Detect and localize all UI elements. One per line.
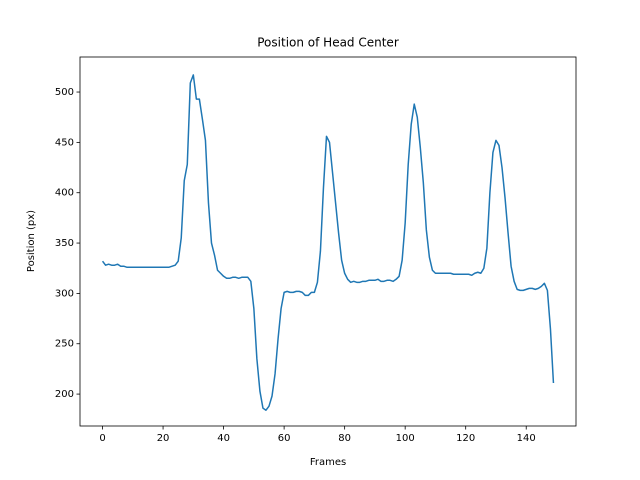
y-tick-label: 350 [55, 238, 74, 249]
x-tick-label: 80 [338, 433, 351, 444]
x-tick-label: 140 [517, 433, 536, 444]
y-tick-label: 300 [55, 288, 74, 299]
x-tick-label: 100 [396, 433, 415, 444]
y-tick-label: 500 [55, 87, 74, 98]
x-tick-label: 120 [456, 433, 475, 444]
y-axis-label: Position (px) [26, 210, 37, 272]
chart-title: Position of Head Center [257, 36, 399, 50]
x-tick-label: 20 [157, 433, 170, 444]
y-tick-label: 400 [55, 188, 74, 199]
data-line [101, 74, 555, 411]
plot-frame [79, 56, 577, 427]
x-axis-label: Frames [310, 457, 346, 468]
x-tick-label: 40 [217, 433, 230, 444]
y-tick-label: 200 [55, 389, 74, 400]
y-tick-label: 250 [55, 339, 74, 350]
y-tick-label: 450 [55, 137, 74, 148]
x-tick-label: 60 [278, 433, 291, 444]
x-tick-label: 0 [99, 433, 105, 444]
